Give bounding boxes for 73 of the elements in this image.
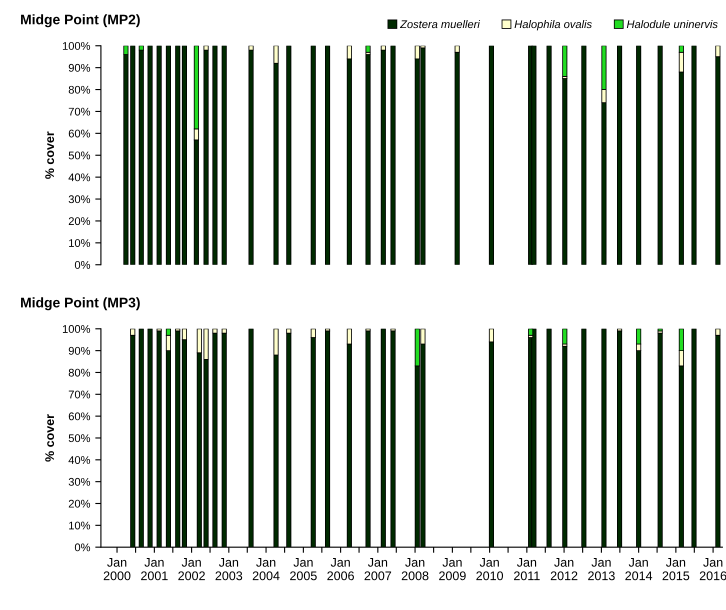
bar <box>166 46 171 265</box>
bar <box>562 46 568 77</box>
y-tick-label: 30% <box>68 195 90 204</box>
bar <box>324 46 330 265</box>
y-tick-label: 50% <box>68 152 90 160</box>
y-tick-label: 30% <box>68 478 90 486</box>
x-tick-label: Jan 2008 <box>402 558 428 580</box>
x-tick-label: Jan 2005 <box>290 558 317 580</box>
chart-title: Midge Point (MP3) <box>21 297 140 310</box>
y-tick-label: 60% <box>68 130 90 138</box>
x-tick-label: Jan 2003 <box>216 558 242 580</box>
bar <box>581 46 586 265</box>
y-tick-label: 10% <box>69 522 90 530</box>
bar <box>248 50 254 265</box>
bar <box>562 78 568 265</box>
x-tick-label: Jan 2012 <box>550 558 578 580</box>
y-tick-label: 100% <box>62 42 90 50</box>
bar <box>658 328 663 332</box>
x-tick-label: Jan 2016 <box>700 558 726 580</box>
legend-label: Halophila ovalis <box>514 20 592 30</box>
x-tick-label: Jan 2001 <box>141 558 168 580</box>
y-tick-label: 70% <box>68 108 90 116</box>
x-tick-label: Jan 2000 <box>104 558 130 580</box>
x-tick-label: Jan 2006 <box>327 558 354 580</box>
bar <box>488 46 494 265</box>
x-tick-label: Jan 2007 <box>364 558 392 580</box>
bar <box>636 46 642 265</box>
x-tick-label: Jan 2011 <box>514 558 540 580</box>
bar <box>546 46 552 265</box>
bar <box>616 46 622 265</box>
x-tick-label: Jan 2014 <box>625 558 652 580</box>
bar <box>380 50 386 265</box>
bar <box>390 46 396 265</box>
x-tick-label: Jan 2010 <box>476 558 504 580</box>
y-tick-label: 90% <box>68 64 90 72</box>
legend-label: Halodule uninervis <box>626 20 718 28</box>
y-tick-label: 100% <box>62 325 90 333</box>
bar <box>562 328 568 344</box>
y-tick-label: 20% <box>68 217 90 226</box>
y-tick-label: 90% <box>68 346 90 355</box>
bar <box>365 54 371 265</box>
y-tick-label: 80% <box>68 86 90 94</box>
bar <box>212 46 218 265</box>
x-tick-label: Jan 2013 <box>588 558 615 580</box>
bar <box>138 50 144 265</box>
y-tick-label: 60% <box>68 412 90 420</box>
bar <box>222 46 227 265</box>
bar <box>310 46 316 265</box>
bar <box>658 46 663 265</box>
bar <box>691 46 697 265</box>
y-tick-label: 40% <box>68 173 90 182</box>
bar <box>286 46 292 265</box>
x-tick-label: Jan 2002 <box>178 558 205 580</box>
x-tick-label: Jan 2015 <box>662 558 690 580</box>
x-tick-label: Jan 2009 <box>439 558 466 580</box>
bar <box>204 50 209 265</box>
bar <box>156 46 162 265</box>
legend-label: Zostera muelleri <box>400 20 480 28</box>
y-axis-title: % cover <box>45 131 54 179</box>
y-tick-label: 50% <box>68 434 90 442</box>
y-tick-label: 10% <box>69 239 90 247</box>
y-tick-label: 80% <box>68 368 90 377</box>
bar <box>365 46 371 53</box>
bar <box>531 46 536 265</box>
y-tick-label: 0% <box>74 261 90 269</box>
y-tick-label: 40% <box>68 456 90 464</box>
x-tick-label: Jan 2004 <box>252 558 280 580</box>
y-axis-title: % cover <box>45 414 54 462</box>
y-tick-label: 70% <box>68 390 90 398</box>
y-tick-label: 0% <box>74 543 90 552</box>
y-tick-label: 20% <box>68 500 90 508</box>
chart-title: Midge Point (MP2) <box>21 14 140 28</box>
bar <box>148 46 153 265</box>
